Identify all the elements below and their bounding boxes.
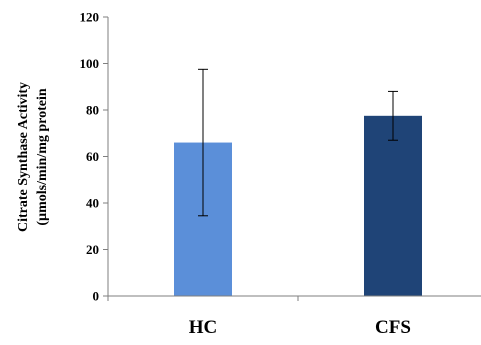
y-axis-title-line-1: Citrate Synthase Activity <box>16 82 31 232</box>
y-tick-label: 60 <box>86 149 99 164</box>
y-tick-label: 80 <box>86 103 99 118</box>
y-tick-label: 120 <box>80 10 100 25</box>
error-bars <box>198 68 398 217</box>
y-tick-label: 100 <box>80 56 100 71</box>
category-label-cfs: CFS <box>375 317 411 338</box>
y-axis-title-line-2: (µmols/min/mg protein <box>35 88 50 226</box>
category-label-hc: HC <box>189 317 218 338</box>
bars <box>174 115 422 296</box>
y-axis-ticks: 0 20 40 60 80 100 120 <box>80 10 299 304</box>
y-tick-label: 20 <box>86 242 99 257</box>
category-labels: HC CFS <box>189 317 411 338</box>
y-tick-label: 0 <box>93 289 100 304</box>
y-tick-label: 40 <box>86 196 99 211</box>
y-axis-title: Citrate Synthase Activity (µmols/min/mg … <box>16 82 50 232</box>
bar-cfs <box>364 115 422 296</box>
